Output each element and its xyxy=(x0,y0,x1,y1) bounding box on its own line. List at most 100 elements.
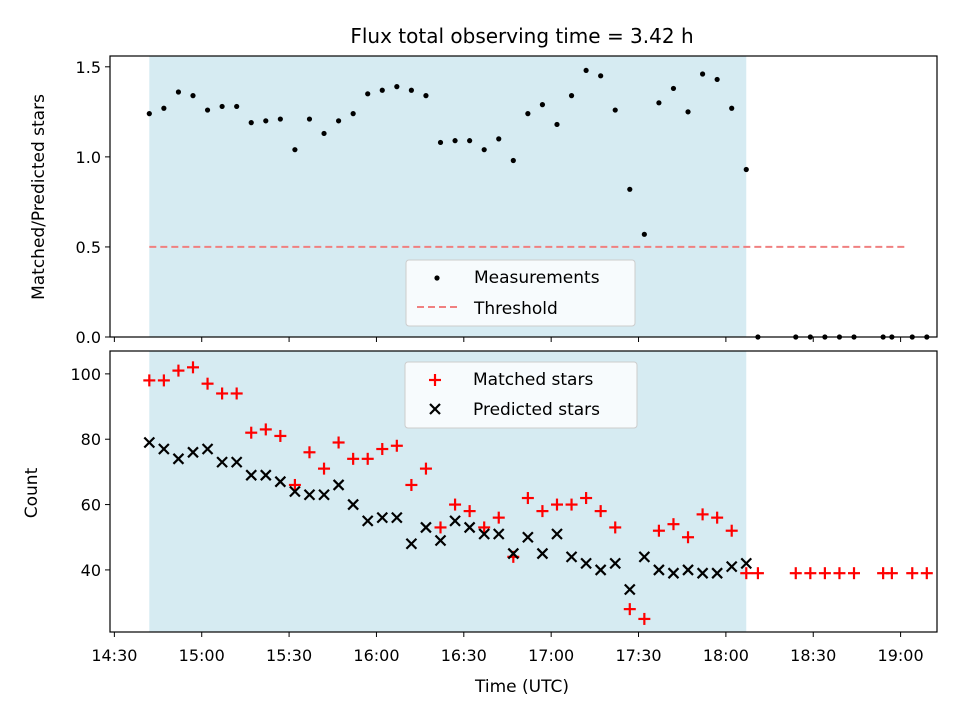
x-tick-label: 17:30 xyxy=(615,646,661,665)
predicted-star-point xyxy=(449,515,461,527)
matched-star-point xyxy=(303,446,316,459)
x-tick-label: 19:00 xyxy=(878,646,924,665)
predicted-star-point xyxy=(187,446,199,459)
predicted-star-point xyxy=(260,469,272,481)
matched-star-point xyxy=(536,505,549,518)
matched-star-point xyxy=(216,387,229,400)
measurement-point xyxy=(467,138,473,144)
legend-measurements-label: Measurements xyxy=(474,268,600,288)
predicted-star-point xyxy=(551,528,563,540)
top-x-ticks xyxy=(113,337,902,342)
predicted-star-point xyxy=(624,583,636,596)
predicted-star-point xyxy=(507,547,520,560)
top-y-axis-label: Matched/Predicted stars xyxy=(29,94,49,300)
x-axis-label: Time (UTC) xyxy=(474,677,569,697)
matched-star-point xyxy=(332,436,345,449)
matched-star-point xyxy=(143,374,156,387)
matched-star-point xyxy=(740,567,753,580)
measurement-point xyxy=(321,130,327,137)
measurement-point xyxy=(234,103,240,110)
measurement-point xyxy=(743,166,749,173)
top-legend-box xyxy=(405,259,636,327)
predicted-star-point xyxy=(289,485,301,498)
predicted-star-point xyxy=(405,538,418,550)
measurement-point xyxy=(394,84,400,90)
measurement-point xyxy=(379,87,385,93)
measurement-point xyxy=(248,120,254,126)
matched-star-point xyxy=(789,567,802,580)
predicted-star-point xyxy=(653,564,665,576)
top-panel: 0.0 0.5 1.0 1.5 Matched/Predicted stars Mea… xyxy=(29,55,938,347)
matched-star-point xyxy=(347,452,360,465)
measurement-point xyxy=(699,71,706,77)
matched-star-point xyxy=(492,511,505,524)
legend-matched-label: Matched stars xyxy=(473,370,593,390)
measurement-point xyxy=(219,103,225,110)
matched-star-point xyxy=(361,452,374,465)
matched-star-point xyxy=(274,429,287,442)
predicted-star-point xyxy=(638,551,651,563)
bottom-y-tick-label: 80 xyxy=(81,430,101,449)
measurement-point xyxy=(729,105,735,111)
matched-star-point xyxy=(711,511,724,524)
matched-star-point xyxy=(259,423,272,436)
predicted-star-point xyxy=(201,443,214,455)
matched-star-point xyxy=(463,505,476,518)
top-y-ticks: 0.0 0.5 1.0 1.5 xyxy=(76,58,110,347)
x-tick-label: 18:00 xyxy=(703,646,749,665)
bottom-y-ticks: 40 60 80 100 xyxy=(70,365,110,580)
predicted-star-point xyxy=(347,498,359,511)
matched-star-point xyxy=(725,524,738,537)
predicted-star-point xyxy=(158,443,170,455)
matched-star-point xyxy=(906,567,919,580)
matched-star-point xyxy=(288,478,301,491)
matched-star-point xyxy=(696,508,709,521)
predicted-star-point xyxy=(391,511,403,524)
top-axes-frame xyxy=(109,55,938,338)
measurement-point xyxy=(496,136,502,142)
matched-star-point xyxy=(885,567,898,580)
legend-predicted-label: Predicted stars xyxy=(473,400,600,420)
predicted-star-point xyxy=(478,528,490,540)
bottom-y-axis-label: Count xyxy=(22,467,42,518)
measurement-point xyxy=(714,76,720,83)
predicted-star-point xyxy=(609,557,622,570)
predicted-stars-points xyxy=(143,436,753,596)
predicted-star-point xyxy=(725,560,738,573)
predicted-star-point xyxy=(594,564,607,576)
matched-star-point xyxy=(434,521,447,534)
measurement-point xyxy=(146,111,152,117)
predicted-star-point xyxy=(332,479,345,491)
measurement-point xyxy=(598,73,604,79)
chart-title: Flux total observing time = 3.42 h xyxy=(350,24,693,48)
measurement-point xyxy=(423,93,429,99)
measurement-point xyxy=(554,121,560,128)
matched-star-point xyxy=(390,439,403,452)
measurement-point xyxy=(583,67,589,74)
matched-star-point xyxy=(594,505,607,518)
measurement-point xyxy=(263,118,269,124)
measurement-point xyxy=(365,91,371,97)
predicted-star-point xyxy=(420,521,432,534)
predicted-star-point xyxy=(711,567,723,579)
matched-star-point xyxy=(376,443,389,456)
matched-star-point xyxy=(682,531,695,544)
predicted-star-point xyxy=(580,557,592,570)
predicted-star-point xyxy=(740,557,753,570)
measurement-point xyxy=(175,89,182,95)
legend-matched-marker xyxy=(429,374,441,386)
bottom-legend-box xyxy=(404,361,638,429)
bottom-x-ticks: 14:30 15:00 15:30 16:00 16:30 17:00 17:30 18:00… xyxy=(91,632,924,665)
measurement-point xyxy=(277,116,283,122)
matched-star-point xyxy=(172,364,185,377)
top-y-tick-label: 0.5 xyxy=(76,238,101,257)
predicted-star-point xyxy=(565,551,578,563)
measurement-point xyxy=(335,118,342,124)
predicted-star-point xyxy=(318,488,330,501)
x-tick-label: 17:00 xyxy=(528,646,574,665)
predicted-star-point xyxy=(463,521,476,534)
predicted-star-point xyxy=(682,564,694,576)
legend-threshold-label: Threshold xyxy=(473,299,558,319)
matched-star-point xyxy=(201,377,214,390)
